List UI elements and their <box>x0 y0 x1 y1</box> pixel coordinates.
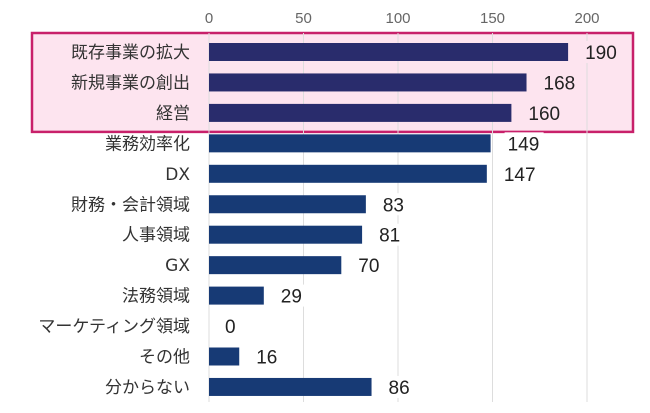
bar <box>209 256 342 275</box>
value-label-background <box>525 101 565 124</box>
value-label-background <box>376 223 405 246</box>
value-label-background <box>277 284 306 307</box>
value-label: 86 <box>389 378 410 399</box>
category-label: 分からない <box>105 378 190 398</box>
bars <box>209 43 569 396</box>
value-label: 0 <box>225 317 236 338</box>
value-label: 16 <box>256 348 277 369</box>
category-label: マーケティング領域 <box>38 317 190 337</box>
bar <box>209 195 366 214</box>
bar <box>209 73 527 92</box>
bar <box>209 377 372 396</box>
value-label-background <box>540 71 580 94</box>
category-label: その他 <box>139 348 190 368</box>
x-axis-tick-labels: 0 50 100 150 200 <box>205 10 600 27</box>
x-tick-label: 0 <box>205 10 213 27</box>
bar <box>209 164 487 183</box>
value-label: 29 <box>281 287 302 308</box>
value-label-background <box>385 375 414 398</box>
value-label: 168 <box>544 73 576 94</box>
category-label: 財務・会計領域 <box>71 195 190 215</box>
value-label: 83 <box>383 195 404 216</box>
bar <box>209 286 264 305</box>
bar <box>209 347 240 366</box>
bar <box>209 225 363 244</box>
value-label: 81 <box>379 226 400 247</box>
value-label: 70 <box>358 256 379 277</box>
category-label: 経営 <box>156 104 190 124</box>
value-label: 147 <box>504 165 536 186</box>
x-tick-label: 150 <box>480 10 505 27</box>
value-label: 149 <box>508 134 540 155</box>
x-tick-label: 50 <box>295 10 312 27</box>
value-label-background <box>253 345 282 368</box>
value-label-background <box>222 315 239 338</box>
value-label-background <box>355 254 384 277</box>
value-label: 160 <box>528 104 560 125</box>
category-label: 既存事業の拡大 <box>71 43 190 63</box>
x-tick-label: 100 <box>385 10 410 27</box>
value-label: 190 <box>585 43 617 64</box>
category-label: DX <box>165 165 190 185</box>
category-label: 人事領域 <box>122 226 190 246</box>
category-label: 業務効率化 <box>105 134 190 154</box>
value-label-background <box>500 162 540 185</box>
bar <box>209 134 491 153</box>
value-label-background <box>379 193 408 216</box>
bar <box>209 43 569 61</box>
value-label-background <box>582 41 622 63</box>
x-tick-label: 200 <box>574 10 599 27</box>
gridlines <box>208 33 588 402</box>
category-label: GX <box>165 256 190 276</box>
category-label: 法務領域 <box>122 287 190 307</box>
value-label-background <box>504 132 544 155</box>
bar <box>209 103 512 122</box>
category-label: 新規事業の創出 <box>71 73 190 93</box>
